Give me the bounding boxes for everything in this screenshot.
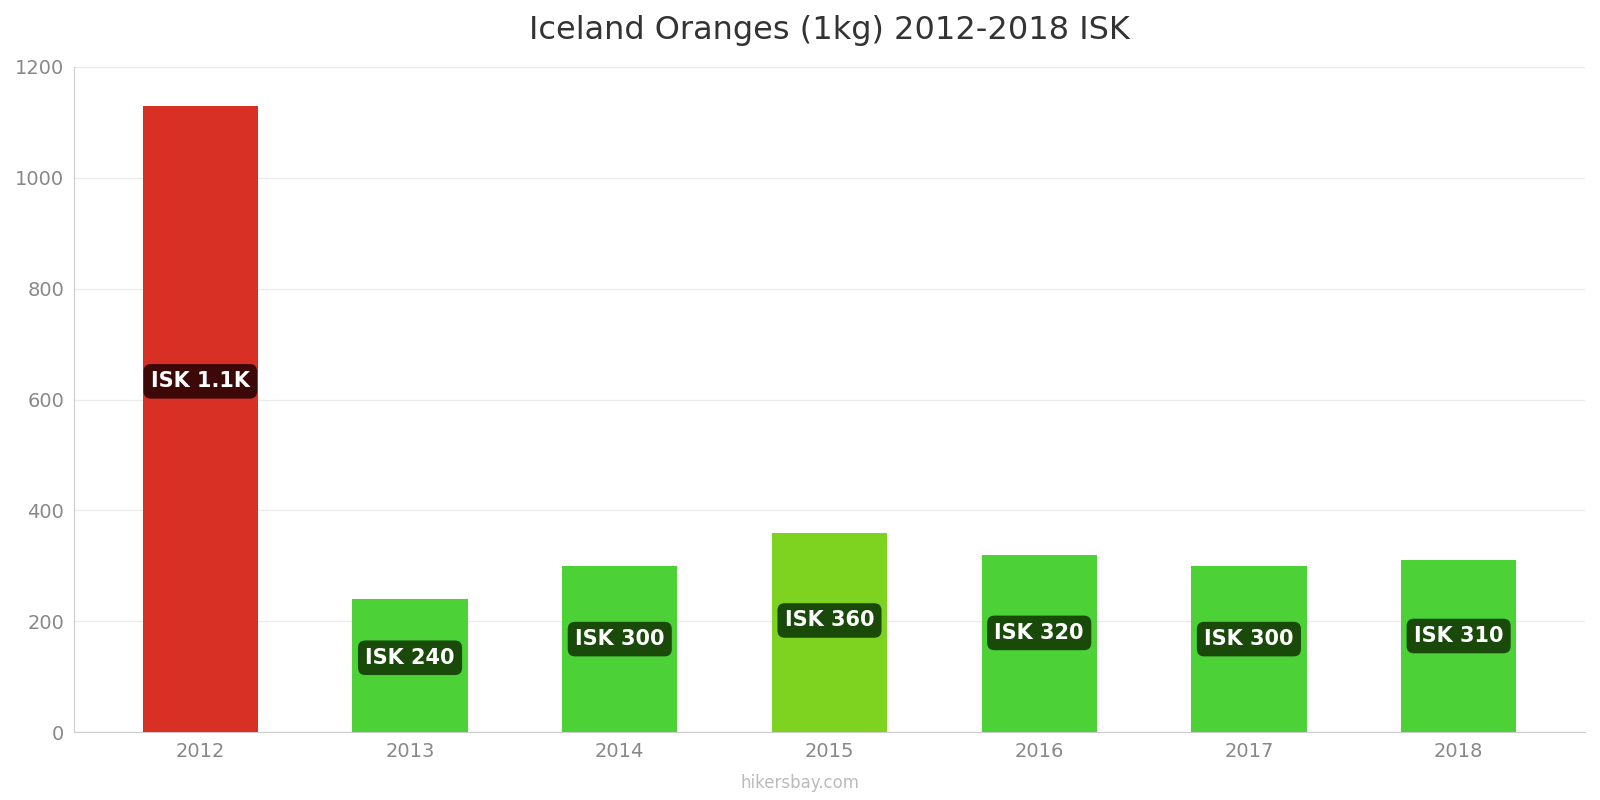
Text: hikersbay.com: hikersbay.com (741, 774, 859, 792)
Text: ISK 310: ISK 310 (1414, 626, 1504, 646)
Bar (1402, 560, 1517, 732)
Text: ISK 1.1K: ISK 1.1K (150, 371, 250, 391)
Text: ISK 320: ISK 320 (995, 623, 1083, 643)
Bar (771, 533, 886, 732)
Bar (352, 599, 467, 732)
Text: ISK 360: ISK 360 (784, 610, 874, 630)
Bar (142, 106, 258, 732)
Text: ISK 300: ISK 300 (574, 629, 664, 649)
Text: ISK 300: ISK 300 (1205, 629, 1294, 649)
Bar (1192, 566, 1307, 732)
Title: Iceland Oranges (1kg) 2012-2018 ISK: Iceland Oranges (1kg) 2012-2018 ISK (530, 15, 1130, 46)
Text: ISK 240: ISK 240 (365, 648, 454, 668)
Bar (981, 555, 1098, 732)
Bar (562, 566, 677, 732)
